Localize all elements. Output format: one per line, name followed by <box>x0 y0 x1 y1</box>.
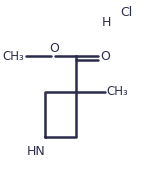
Text: CH₃: CH₃ <box>106 85 128 98</box>
Text: O: O <box>100 50 110 63</box>
Text: H: H <box>102 16 111 29</box>
Text: Cl: Cl <box>120 6 132 19</box>
Text: CH₃: CH₃ <box>3 50 24 63</box>
Text: O: O <box>50 42 60 55</box>
Text: HN: HN <box>27 145 45 158</box>
